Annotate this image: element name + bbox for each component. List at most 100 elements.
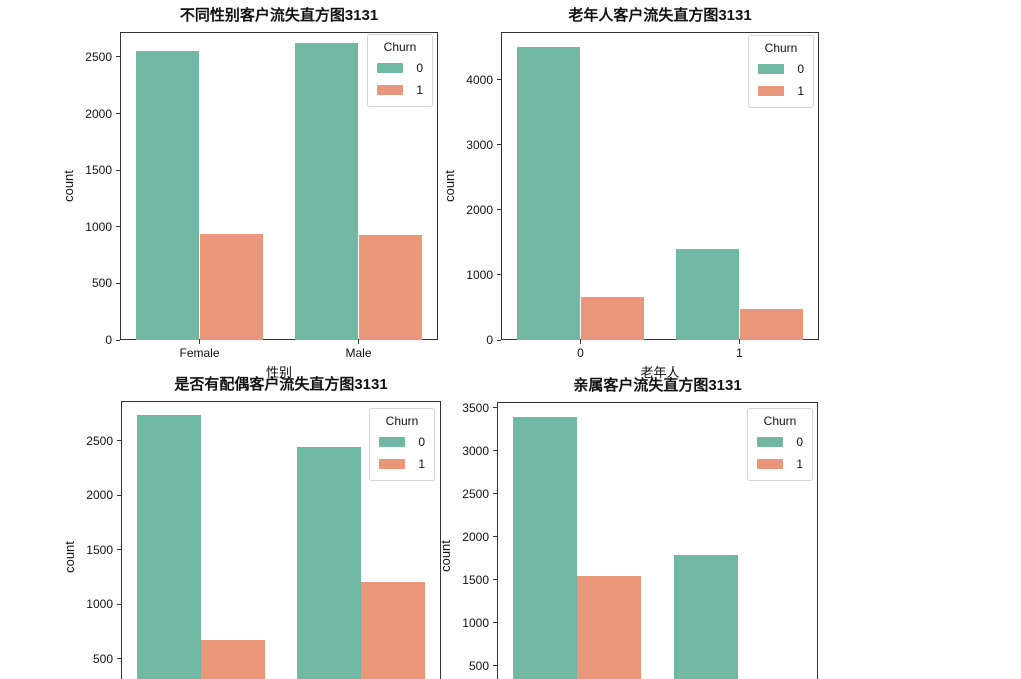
legend-item-label: 1 bbox=[797, 84, 804, 98]
legend-item-label: 0 bbox=[796, 435, 803, 449]
y-tick-label: 0 bbox=[105, 333, 112, 347]
y-tick-mark bbox=[493, 665, 497, 667]
bar-churn1 bbox=[580, 296, 645, 340]
legend-item-label: 0 bbox=[418, 435, 425, 449]
legend-swatch-churn1 bbox=[757, 459, 783, 469]
y-tick-label: 3500 bbox=[462, 400, 489, 415]
bar-churn0 bbox=[297, 447, 361, 679]
y-tick-mark bbox=[497, 209, 501, 211]
legend-swatch-churn0 bbox=[379, 437, 405, 447]
legend-item: 0 bbox=[368, 57, 432, 79]
y-tick-label: 500 bbox=[468, 658, 489, 673]
y-tick-mark bbox=[117, 440, 121, 442]
legend: Churn 0 1 bbox=[369, 408, 435, 481]
legend-item-label: 0 bbox=[797, 62, 804, 76]
y-tick-mark bbox=[497, 274, 501, 276]
legend: Churn 0 1 bbox=[367, 34, 433, 107]
legend-item-label: 0 bbox=[416, 61, 423, 75]
y-tick-mark bbox=[116, 56, 120, 58]
y-tick-mark bbox=[116, 226, 120, 228]
y-tick-label: 0 bbox=[486, 333, 493, 347]
chart-title: 老年人客户流失直方图3131 bbox=[568, 7, 752, 24]
bar-churn0 bbox=[294, 42, 359, 340]
y-tick-mark bbox=[493, 493, 497, 495]
bar-churn1 bbox=[577, 576, 642, 679]
y-tick-mark bbox=[497, 144, 501, 146]
legend-item-label: 1 bbox=[796, 457, 803, 471]
bar-churn0 bbox=[513, 417, 578, 679]
legend-item: 1 bbox=[749, 80, 813, 102]
x-tick-mark bbox=[580, 340, 581, 344]
y-tick-label: 2000 bbox=[86, 488, 113, 503]
legend: Churn 0 1 bbox=[747, 408, 813, 481]
bar-churn0 bbox=[137, 415, 201, 679]
bar-churn0 bbox=[135, 51, 200, 340]
x-axis-label: 老年人 bbox=[640, 365, 680, 380]
y-tick-mark bbox=[117, 549, 121, 551]
y-tick-label: 3000 bbox=[462, 443, 489, 458]
bar-churn0 bbox=[673, 555, 738, 679]
legend-swatch-churn1 bbox=[377, 85, 403, 95]
legend-title: Churn bbox=[385, 414, 419, 428]
legend-item: 1 bbox=[368, 79, 432, 101]
y-tick-label: 2000 bbox=[462, 529, 489, 544]
legend-title: Churn bbox=[383, 40, 417, 54]
y-tick-label: 2000 bbox=[466, 202, 493, 217]
y-tick-label: 1000 bbox=[462, 615, 489, 630]
bar-churn1 bbox=[358, 234, 423, 340]
y-tick-label: 1000 bbox=[85, 219, 112, 234]
axes-box bbox=[120, 32, 438, 340]
legend-item: 0 bbox=[370, 431, 434, 453]
bar-churn0 bbox=[675, 249, 740, 340]
y-tick-label: 3000 bbox=[466, 137, 493, 152]
y-tick-label: 500 bbox=[92, 651, 113, 666]
legend-item-label: 1 bbox=[416, 83, 423, 97]
y-tick-mark bbox=[493, 407, 497, 409]
legend-item: 0 bbox=[749, 58, 813, 80]
axes-box bbox=[121, 401, 441, 679]
legend-swatch-churn1 bbox=[379, 459, 405, 469]
y-tick-label: 1500 bbox=[462, 572, 489, 587]
legend-item-label: 1 bbox=[418, 457, 425, 471]
legend-swatch-churn0 bbox=[377, 63, 403, 73]
legend-swatch-churn0 bbox=[757, 437, 783, 447]
y-tick-mark bbox=[493, 536, 497, 538]
legend-title: Churn bbox=[764, 41, 798, 55]
y-tick-mark bbox=[116, 282, 120, 284]
legend-item: 0 bbox=[748, 431, 812, 453]
x-tick-label: Male bbox=[345, 346, 372, 360]
y-tick-mark bbox=[116, 113, 120, 115]
y-tick-label: 1500 bbox=[85, 163, 112, 178]
legend: Churn 0 1 bbox=[748, 35, 814, 108]
y-tick-mark bbox=[117, 658, 121, 660]
y-tick-mark bbox=[493, 579, 497, 581]
y-tick-mark bbox=[493, 622, 497, 624]
x-tick-label: 0 bbox=[577, 346, 584, 360]
bar-churn1 bbox=[361, 582, 425, 679]
bar-churn1 bbox=[199, 233, 264, 340]
y-tick-mark bbox=[497, 79, 501, 81]
chart-title: 亲属客户流失直方图3131 bbox=[573, 377, 742, 394]
bar-churn1 bbox=[201, 640, 265, 679]
legend-item: 1 bbox=[748, 453, 812, 475]
axes-box bbox=[501, 32, 819, 340]
x-axis-label: 性别 bbox=[265, 365, 292, 380]
y-tick-mark bbox=[493, 450, 497, 452]
y-tick-label: 2500 bbox=[462, 486, 489, 501]
bar-churn1 bbox=[739, 309, 804, 340]
y-tick-label: 500 bbox=[91, 276, 112, 291]
bar-churn0 bbox=[516, 46, 581, 340]
y-tick-label: 2500 bbox=[85, 49, 112, 64]
y-tick-mark bbox=[116, 339, 120, 341]
axes-box bbox=[497, 402, 818, 679]
legend-swatch-churn1 bbox=[758, 86, 784, 96]
y-tick-mark bbox=[116, 169, 120, 171]
y-tick-label: 2000 bbox=[85, 106, 112, 121]
y-tick-label: 2500 bbox=[86, 433, 113, 448]
y-tick-mark bbox=[117, 603, 121, 605]
